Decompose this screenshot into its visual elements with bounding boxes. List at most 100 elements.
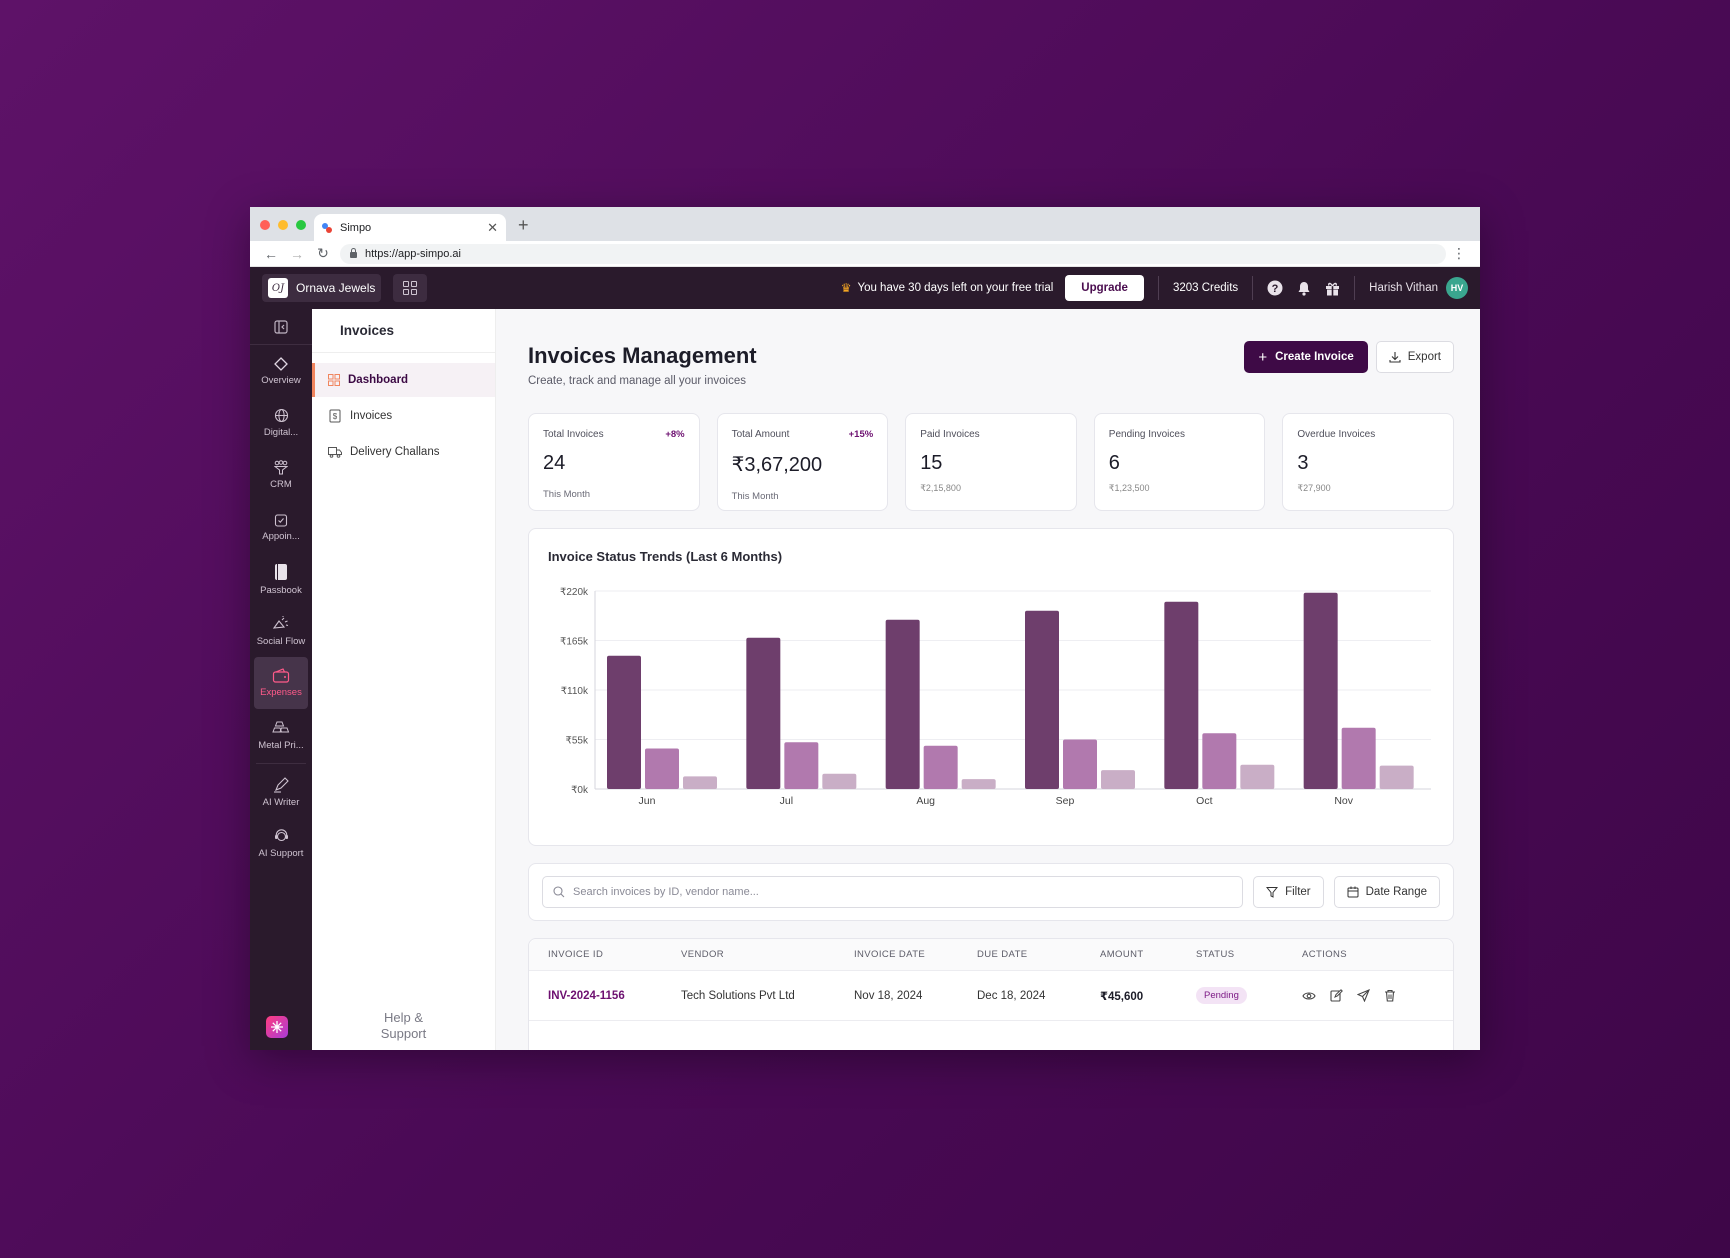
- vendor-cell: Tech Solutions Pvt Ltd: [681, 989, 795, 1002]
- rail-item-social-flow[interactable]: Social Flow: [250, 605, 312, 657]
- rail-item-label: AI Support: [258, 848, 304, 859]
- rail-item-digital[interactable]: Digital...: [250, 397, 312, 449]
- browser-window: Simpo ✕ + ← → ↻ https://app-simpo.ai ⋮ O…: [250, 207, 1480, 1050]
- send-icon[interactable]: [1357, 989, 1370, 1002]
- upgrade-button[interactable]: Upgrade: [1065, 275, 1144, 301]
- dashboard-icon: [328, 374, 340, 386]
- browser-tabbar: Simpo ✕ +: [250, 207, 1480, 241]
- svg-text:$: $: [333, 412, 338, 421]
- date-range-label: Date Range: [1365, 886, 1427, 898]
- subnav-item-dashboard[interactable]: Dashboard: [312, 363, 495, 397]
- rail-item-overview[interactable]: Overview: [250, 345, 312, 397]
- rail-item-crm[interactable]: CRM: [250, 449, 312, 501]
- chart-bar: [784, 742, 819, 789]
- y-tick-label: ₹220k: [560, 587, 589, 598]
- help-icon[interactable]: ?: [1267, 280, 1283, 296]
- help-support-link[interactable]: Help & Support: [312, 1010, 495, 1042]
- stats-row: Total Invoices +8% 24 This Month Total A…: [528, 413, 1454, 511]
- export-label: Export: [1407, 351, 1441, 363]
- stat-card-pending-invoices: Pending Invoices 6 ₹1,23,500: [1093, 413, 1266, 511]
- apps-grid-button[interactable]: [393, 274, 428, 302]
- stat-value: 3: [1297, 452, 1309, 474]
- column-header[interactable]: INVOICE DATE: [854, 949, 926, 960]
- delete-icon[interactable]: [1384, 989, 1396, 1002]
- column-header[interactable]: STATUS: [1196, 949, 1235, 960]
- tab-title: Simpo: [340, 221, 372, 234]
- pen-icon: [274, 776, 289, 793]
- invoice-status-bar-chart: ₹0k ₹55k ₹110k ₹165k ₹220k Jun Jul Aug Sep Oct Nov: [560, 587, 1431, 807]
- close-window-button[interactable]: [260, 220, 270, 230]
- chart-bar: [1101, 770, 1135, 789]
- business-switcher[interactable]: OJ Ornava Jewels: [262, 274, 382, 302]
- date-range-button[interactable]: Date Range: [1333, 876, 1440, 908]
- stat-foot: ₹1,23,500: [1108, 483, 1150, 493]
- new-tab-button[interactable]: +: [518, 215, 529, 235]
- table-row[interactable]: INV-2024-1156 Tech Solutions Pvt Ltd Nov…: [529, 971, 1453, 1021]
- subnav-item-delivery-challans[interactable]: Delivery Challans: [312, 435, 495, 469]
- subnav-item-label: Dashboard: [348, 374, 409, 386]
- browser-tab[interactable]: Simpo ✕: [314, 214, 506, 241]
- book-icon: [275, 563, 287, 580]
- chart-bar: [1240, 764, 1275, 789]
- browser-menu-icon[interactable]: ⋮: [1452, 245, 1466, 261]
- user-name[interactable]: Harish Vithan: [1369, 282, 1438, 294]
- truck-icon: [328, 447, 342, 458]
- filter-button[interactable]: Filter: [1253, 876, 1324, 908]
- search-input[interactable]: [573, 886, 1233, 898]
- column-header[interactable]: VENDOR: [681, 949, 725, 960]
- reload-icon[interactable]: ↻: [317, 245, 329, 261]
- rail-item-ai-writer[interactable]: AI Writer: [250, 766, 312, 818]
- rail-item-label: Overview: [261, 374, 301, 386]
- rail-item-label: Digital...: [263, 427, 299, 438]
- avatar[interactable]: HV: [1446, 277, 1468, 299]
- brand-logo: OJ: [268, 278, 288, 298]
- rail-item-metal-prices[interactable]: Metal Pri...: [250, 709, 312, 761]
- calendar-icon: [1347, 886, 1359, 898]
- topbar-divider: [1157, 276, 1159, 300]
- edit-icon[interactable]: [1330, 989, 1343, 1002]
- stat-card-paid-invoices: Paid Invoices 15 ₹2,15,800: [905, 413, 1077, 511]
- brand-name: Ornava Jewels: [296, 281, 376, 295]
- collapse-sidebar-button[interactable]: [250, 309, 312, 345]
- filter-bar: Filter Date Range: [528, 863, 1454, 921]
- globe-icon: [274, 408, 288, 423]
- amount-cell: ₹45,600: [1100, 990, 1144, 1003]
- stat-label: Overdue Invoices: [1297, 429, 1376, 440]
- app-body: Overview Digital... CRM Appoin... Passbo…: [250, 309, 1480, 1050]
- funnel-icon: [274, 460, 288, 475]
- back-icon[interactable]: ←: [264, 245, 278, 262]
- export-button[interactable]: Export: [1375, 341, 1454, 373]
- invoice-id-link[interactable]: INV-2024-1156: [548, 989, 625, 1002]
- view-icon[interactable]: [1302, 990, 1316, 1002]
- forward-icon[interactable]: →: [290, 245, 304, 262]
- status-badge: Pending: [1196, 987, 1247, 1004]
- x-tick-label: Sep: [1056, 795, 1075, 807]
- rail-item-passbook[interactable]: Passbook: [250, 553, 312, 605]
- main-content: Invoices Management Create, track and ma…: [496, 309, 1480, 1050]
- maximize-window-button[interactable]: [296, 220, 306, 230]
- subnav-item-invoices[interactable]: $ Invoices: [312, 399, 495, 433]
- column-header[interactable]: INVOICE ID: [548, 949, 604, 960]
- stat-label: Total Amount: [731, 429, 790, 440]
- column-header: ACTIONS: [1302, 949, 1348, 960]
- column-header[interactable]: AMOUNT: [1100, 949, 1144, 960]
- stat-foot: This Month: [731, 491, 779, 502]
- stat-label: Total Invoices: [543, 429, 604, 440]
- filter-label: Filter: [1285, 886, 1311, 898]
- bell-icon[interactable]: [1297, 281, 1311, 296]
- gift-icon[interactable]: [1325, 281, 1340, 296]
- stat-change: +15%: [848, 429, 874, 440]
- chart-bar: [961, 779, 996, 789]
- chart-bar: [607, 655, 641, 789]
- rail-item-ai-support[interactable]: AI Support: [250, 818, 312, 870]
- rail-item-appointments[interactable]: Appoin...: [250, 501, 312, 553]
- rail-item-expenses[interactable]: Expenses: [254, 657, 308, 709]
- url-field[interactable]: https://app-simpo.ai: [340, 243, 1446, 264]
- column-header[interactable]: DUE DATE: [977, 949, 1028, 960]
- minimize-window-button[interactable]: [278, 220, 288, 230]
- create-invoice-label: Create Invoice: [1275, 351, 1354, 363]
- stat-card-total-amount: Total Amount +15% ₹3,67,200 This Month: [716, 413, 889, 511]
- tab-close-icon[interactable]: ✕: [487, 219, 498, 235]
- apps-grid-icon: [403, 281, 418, 295]
- create-invoice-button[interactable]: + Create Invoice: [1244, 341, 1368, 373]
